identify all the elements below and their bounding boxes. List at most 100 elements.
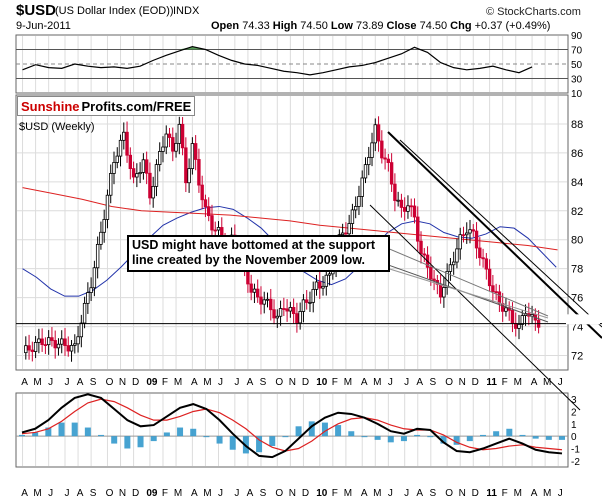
macd-x-tick-label: M — [344, 488, 352, 499]
macd-x-tick-label: F — [162, 488, 168, 499]
candle-body — [298, 311, 302, 324]
candle-body — [259, 296, 263, 305]
candle-body — [393, 183, 397, 201]
macd-x-tick-label: D — [302, 488, 309, 499]
candle-body — [465, 232, 469, 236]
candle-body — [82, 302, 87, 324]
macd-hist-bar — [427, 436, 434, 438]
candle-body — [60, 338, 64, 345]
macd-hist-bar — [32, 432, 39, 437]
candle-body — [262, 299, 266, 305]
price-x-tick-label: A — [531, 377, 538, 388]
brand-sunshine: Sunshine — [21, 98, 80, 114]
candle-body — [396, 199, 400, 202]
price-tick-label: 86 — [571, 148, 583, 160]
candle-body — [295, 313, 299, 324]
channel-upper-inner-line — [399, 139, 602, 328]
price-x-tick-label: F — [162, 377, 168, 388]
macd-hist-bar — [124, 436, 131, 449]
candle-body — [510, 309, 515, 324]
macd-hist-bar — [519, 434, 526, 437]
candle-body — [353, 206, 358, 211]
candle-body — [151, 185, 155, 199]
price-x-tick-label: A — [247, 377, 254, 388]
candle-body — [128, 154, 133, 170]
candle-body — [360, 177, 364, 197]
price-x-tick-label: M — [174, 377, 182, 388]
candle-body — [429, 266, 433, 280]
macd-hist-bar — [71, 422, 78, 437]
candle-body — [249, 283, 253, 293]
candle-body — [200, 184, 204, 201]
candle-body — [389, 162, 394, 185]
candle-body — [451, 261, 456, 266]
candle-body — [109, 173, 113, 196]
candle-body — [69, 344, 74, 352]
price-x-tick-label: F — [332, 377, 338, 388]
candle-body — [363, 164, 368, 179]
candle-body — [79, 322, 84, 338]
price-x-tick-label: A — [77, 377, 84, 388]
macd-hist-bar — [19, 434, 25, 437]
macd-hist-bar — [374, 436, 381, 440]
candle-body — [517, 324, 521, 329]
macd-hist-bar — [98, 434, 105, 437]
macd-tick-label: -1 — [571, 445, 580, 456]
candle-body — [73, 343, 77, 346]
candle-body — [304, 299, 309, 303]
candle-body — [318, 281, 322, 289]
macd-x-tick-label: M — [543, 488, 551, 499]
candle-body — [112, 162, 116, 174]
candle-body — [171, 137, 175, 152]
close-label: Close — [386, 20, 417, 32]
macd-hist-bar — [295, 426, 302, 437]
callout-pointer-line — [379, 244, 549, 317]
macd-x-tick-label: J — [64, 488, 69, 499]
candle-body — [412, 205, 417, 218]
candle-body — [92, 267, 97, 289]
candle-body — [497, 291, 502, 304]
candle-body — [376, 124, 381, 142]
macd-hist-bar — [269, 436, 276, 447]
candle-body — [481, 257, 485, 260]
candle-body — [203, 199, 208, 208]
price-x-tick-label: D — [132, 377, 139, 388]
candle-body — [99, 231, 103, 245]
candle-body — [135, 173, 139, 178]
candle-body — [340, 232, 345, 236]
branding-badge[interactable]: Sunshine Profits.com/FREE — [17, 96, 196, 116]
macd-hist-bar — [216, 436, 223, 444]
price-x-tick-label: A — [416, 377, 423, 388]
price-x-tick-label: J — [404, 377, 409, 388]
high-label: High — [272, 20, 298, 32]
macd-x-tick-label: J — [388, 488, 393, 499]
candle-body — [118, 139, 123, 157]
macd-hist-bar — [163, 432, 170, 437]
candle-body — [105, 194, 110, 220]
rsi-line — [22, 45, 533, 76]
macd-x-tick-label: M — [514, 488, 522, 499]
price-tick-label: 78 — [571, 264, 583, 276]
macd-x-tick-label: S — [260, 488, 267, 499]
price-x-tick-label: D — [302, 377, 309, 388]
macd-x-tick-label: A — [21, 488, 28, 499]
macd-hist-bar — [58, 422, 65, 437]
macd-line — [21, 393, 563, 459]
candle-body — [210, 215, 214, 231]
candle-body — [468, 229, 472, 234]
macd-tick-label: 1 — [571, 420, 577, 431]
macd-hist-bar — [308, 421, 315, 437]
candle-body — [76, 336, 80, 345]
candle-body — [256, 288, 260, 298]
rsi-tick-label: 90 — [571, 31, 583, 42]
candle-body — [125, 131, 129, 156]
rsi-tick-label: 70 — [571, 46, 583, 57]
macd-x-tick-label: O — [445, 488, 453, 499]
candle-body — [321, 285, 325, 289]
price-x-tick-label: N — [459, 377, 466, 388]
price-x-tick-label: O — [445, 377, 453, 388]
macd-x-tick-label: M — [33, 488, 41, 499]
candle-body — [419, 240, 423, 255]
macd-tick-label: 3 — [571, 395, 577, 406]
candle-body — [50, 337, 54, 341]
